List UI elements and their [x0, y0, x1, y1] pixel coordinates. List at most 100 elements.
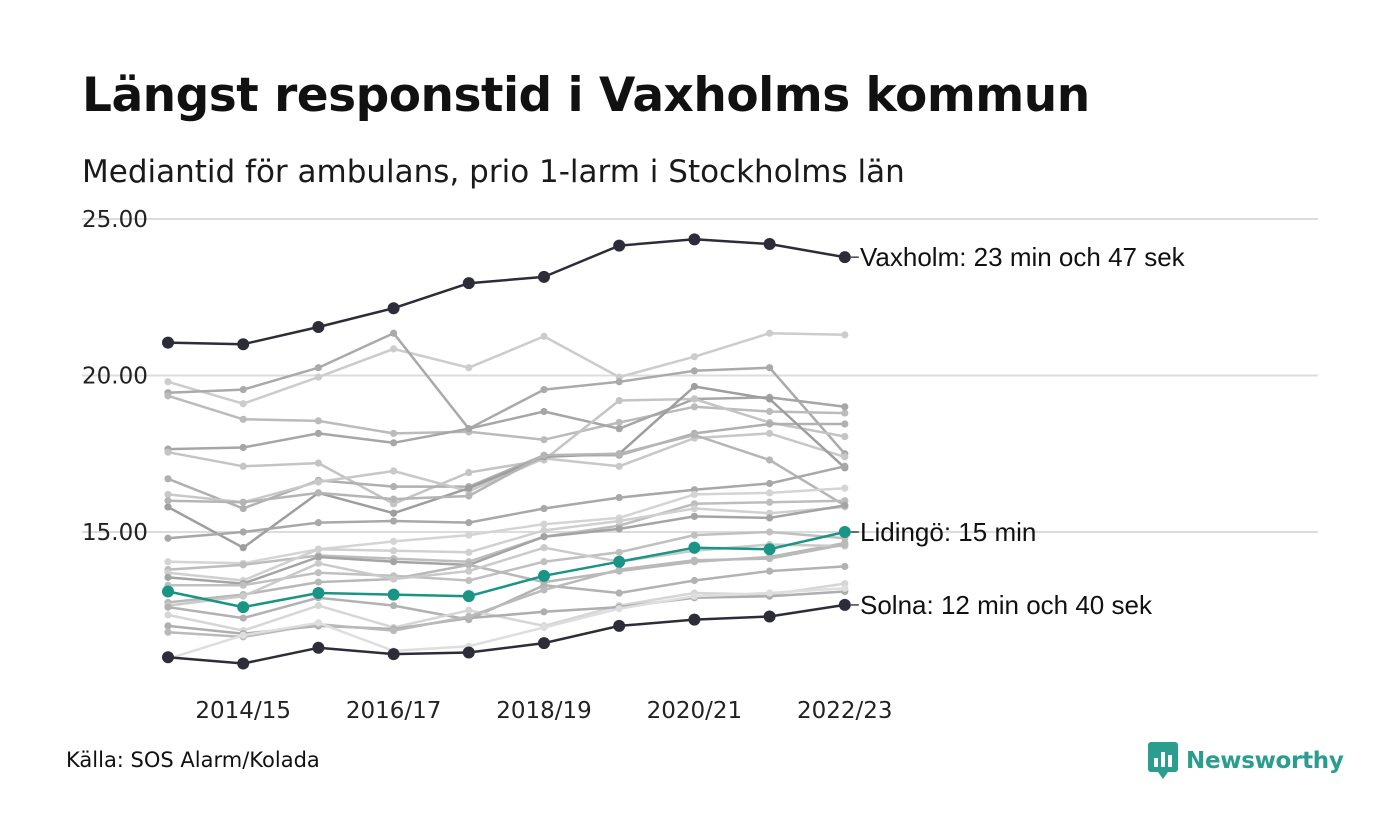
background-series-12-point: [766, 498, 774, 506]
background-series-18-point: [690, 576, 699, 585]
background-series-18-point: [164, 603, 172, 611]
x-tick-label: 2022/23: [797, 698, 893, 724]
background-series-13-point: [690, 504, 699, 513]
series-solna-point: [312, 641, 325, 654]
background-series-9-point: [690, 431, 699, 439]
background-series-14-line: [167, 504, 846, 585]
background-series-8-point: [465, 484, 473, 492]
background-series-3-point: [615, 418, 623, 427]
series-labels: Vaxholm: 23 min och 47 sek Lidingö: 15 mi…: [850, 242, 1186, 620]
background-series-11-point: [465, 531, 473, 539]
background-series-6-point: [164, 475, 172, 483]
background-series-7-point: [615, 462, 623, 470]
background-series-2-line: [167, 331, 846, 455]
series-vaxholm-point: [613, 239, 626, 252]
series-vaxholm-point: [538, 270, 550, 283]
background-series-7-point: [164, 490, 172, 499]
brand-name: Newsworthy: [1186, 748, 1344, 774]
newsworthy-logo: Newsworthy: [1148, 742, 1344, 780]
background-series-1-point: [766, 329, 774, 337]
background-series-12-line: [167, 499, 845, 571]
background-series-7-point: [314, 478, 322, 486]
background-series-10-point: [841, 462, 849, 470]
background-series-15-point: [314, 569, 322, 577]
background-series-10-point: [239, 528, 247, 536]
background-series-6-point: [841, 420, 849, 428]
background-series-22-line: [167, 587, 845, 660]
series-vaxholm-point: [462, 277, 475, 290]
series-liding--point: [462, 590, 475, 603]
x-tick-label: 2020/21: [647, 698, 743, 724]
background-series-14-point: [164, 573, 172, 581]
newsworthy-logo-icon: [1148, 742, 1178, 779]
background-series-10-line: [167, 465, 846, 540]
background-series-4-point: [540, 407, 548, 416]
background-series-9-point: [239, 498, 247, 506]
background-series-22-point: [314, 619, 322, 627]
series-vaxholm-point: [688, 233, 701, 246]
series-solna-point: [387, 648, 400, 661]
highlighted-series: [162, 233, 851, 670]
background-series-10-point: [615, 493, 623, 502]
background-series-9-point: [766, 456, 774, 464]
background-series-22-point: [239, 631, 247, 639]
series-liding--line: [167, 530, 846, 609]
background-series-3-point: [314, 417, 322, 425]
series-vaxholm-point: [387, 302, 400, 315]
background-series-13-point: [615, 517, 623, 525]
chart-subtitle: Mediantid för ambulans, prio 1-larm i St…: [82, 154, 905, 190]
background-series-5-point: [841, 432, 849, 441]
background-series-1-line: [167, 331, 845, 405]
background-series-15-point: [766, 528, 774, 536]
background-series-2-point: [314, 364, 322, 372]
background-series-18-point: [615, 589, 623, 597]
background-series-8-point: [390, 509, 398, 517]
background-series-19-point: [164, 611, 172, 619]
background-series-14-point: [540, 533, 548, 541]
background-series-1-point: [841, 331, 849, 339]
background-series-2-point: [390, 329, 398, 337]
background-series-21-point: [841, 540, 849, 549]
background-series-22-point: [690, 592, 699, 600]
background-series-19-point: [465, 606, 473, 614]
background-series: [164, 329, 849, 663]
background-series-22-point: [841, 584, 849, 592]
background-series-14-point: [615, 525, 623, 533]
background-series-21-point: [690, 556, 699, 564]
background-series-20-point: [540, 608, 548, 616]
background-series-5-point: [314, 459, 322, 467]
background-series-4-point: [239, 443, 247, 452]
background-series-9-point: [615, 450, 623, 458]
background-series-3-line: [167, 394, 845, 441]
series-solna-point: [162, 651, 174, 664]
background-series-12-point: [239, 561, 247, 569]
background-series-4-point: [465, 425, 473, 433]
background-series-14-point: [841, 501, 849, 509]
background-series-1-point: [390, 345, 398, 353]
background-series-10-point: [540, 504, 548, 513]
background-series-2-point: [766, 364, 774, 372]
background-series-9-line: [167, 433, 846, 507]
series-solna-point: [613, 619, 626, 632]
series-vaxholm-point: [312, 320, 325, 333]
background-series-4-point: [841, 403, 849, 411]
background-series-19-point: [314, 601, 322, 610]
background-series-21-point: [164, 628, 172, 636]
background-series-2-point: [615, 378, 623, 386]
background-series-20-line: [167, 590, 845, 635]
series-liding--point: [538, 569, 550, 582]
background-series-6-point: [239, 504, 247, 513]
background-series-8-point: [164, 503, 172, 511]
background-series-15-point: [540, 558, 548, 566]
background-series-1-point: [314, 373, 322, 381]
background-series-11-point: [540, 520, 548, 528]
series-solna-point: [237, 657, 250, 670]
background-series-4-point: [615, 425, 623, 433]
series-liding--point: [387, 588, 400, 601]
background-series-6-point: [766, 420, 774, 428]
background-series-10-point: [164, 534, 172, 542]
background-series-1-point: [690, 353, 699, 361]
background-series-10-point: [766, 479, 774, 488]
background-series-11-point: [766, 489, 774, 497]
